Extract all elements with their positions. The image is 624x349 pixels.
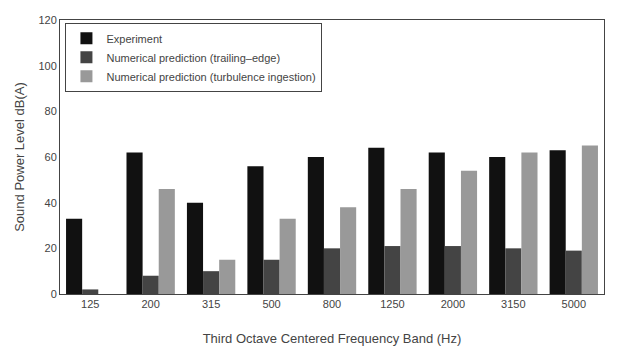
svg-text:2000: 2000	[441, 298, 465, 310]
svg-text:315: 315	[202, 298, 220, 310]
svg-text:3150: 3150	[501, 298, 525, 310]
svg-text:20: 20	[45, 242, 57, 254]
svg-text:Third Octave Centered Frequenc: Third Octave Centered Frequency Band (Hz…	[203, 331, 462, 346]
svg-text:120: 120	[38, 14, 56, 26]
svg-text:80: 80	[45, 105, 57, 117]
svg-text:0: 0	[51, 288, 57, 300]
svg-text:1250: 1250	[380, 298, 404, 310]
svg-text:100: 100	[38, 60, 56, 72]
svg-text:800: 800	[323, 298, 341, 310]
svg-text:60: 60	[45, 151, 57, 163]
svg-text:125: 125	[81, 298, 99, 310]
svg-text:Sound Power Level dB(A): Sound Power Level dB(A)	[12, 82, 27, 232]
svg-text:Numerical prediction (trailing: Numerical prediction (trailing–edge)	[106, 52, 280, 64]
svg-text:500: 500	[262, 298, 280, 310]
svg-text:Experiment: Experiment	[106, 33, 162, 45]
svg-text:Numerical prediction (turbulen: Numerical prediction (turbulence ingesti…	[106, 71, 315, 83]
svg-text:40: 40	[45, 197, 57, 209]
svg-text:5000: 5000	[562, 298, 586, 310]
svg-text:200: 200	[141, 298, 159, 310]
